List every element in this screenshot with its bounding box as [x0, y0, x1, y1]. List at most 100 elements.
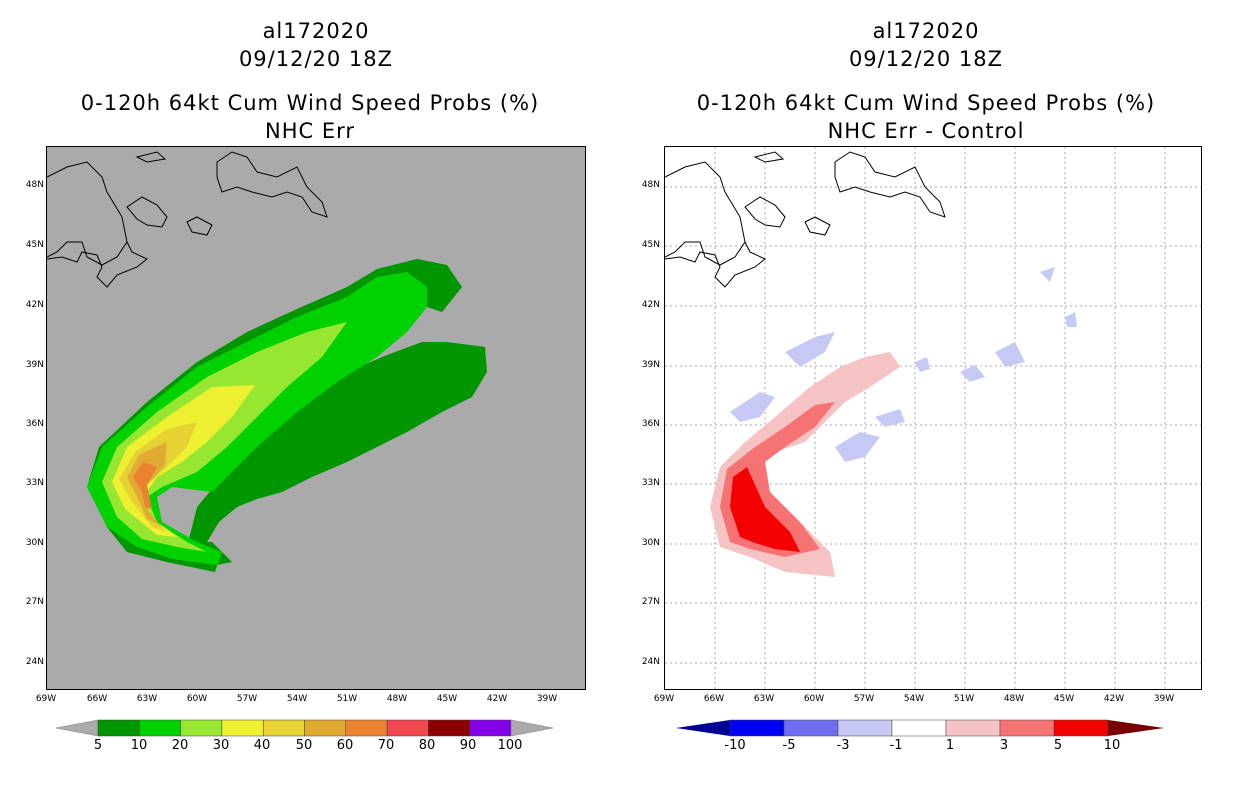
left-colorbar-label: 40 — [253, 738, 271, 753]
left-map-canvas — [47, 151, 487, 572]
right-colorbar-label: 10 — [1103, 738, 1121, 753]
right-colorbar-over-triangle — [1108, 720, 1164, 736]
right-colorbar-label: -3 — [836, 738, 850, 753]
right-colorbar-label: 1 — [945, 738, 955, 753]
right-lat-label: 24N — [641, 657, 660, 667]
right-lon-label: 69W — [653, 694, 675, 704]
right-lat-label: 30N — [641, 538, 660, 548]
diff-neg-regions — [730, 267, 1077, 462]
right-lat-label: 36N — [641, 419, 660, 429]
left-colorbar-label: 30 — [212, 738, 230, 753]
right-colorbar — [676, 719, 1164, 737]
right-lon-label: 63W — [753, 694, 775, 704]
left-lon-label: 54W — [286, 694, 308, 704]
left-lon-label: 57W — [236, 694, 258, 704]
left-colorbar-swatch — [139, 719, 181, 737]
right-colorbar-swatch — [1053, 719, 1109, 737]
left-storm-id: al172020 — [262, 19, 370, 43]
left-colorbar-label: 5 — [93, 738, 103, 753]
right-map — [664, 146, 1202, 690]
prob-30-region — [112, 385, 255, 537]
left-colorbar-label: 100 — [497, 738, 523, 753]
prob-20-region — [102, 322, 347, 552]
right-colorbar-label: 5 — [1053, 738, 1063, 753]
left-product-title: 0-120h 64kt Cum Wind Speed Probs (%) — [80, 91, 540, 115]
left-colorbar-label: 90 — [459, 738, 477, 753]
right-lon-label: 48W — [1003, 694, 1025, 704]
prob-40-region — [119, 422, 197, 532]
right-colorbar-swatch — [945, 719, 1001, 737]
right-lat-label: 27N — [641, 597, 660, 607]
left-subtitle: NHC Err — [264, 119, 355, 143]
right-lat-label: 39N — [641, 360, 660, 370]
left-lat-label: 45N — [25, 240, 44, 250]
left-colorbar-swatch — [386, 719, 429, 737]
left-lon-label: 45W — [436, 694, 458, 704]
right-colorbar-swatch — [891, 719, 947, 737]
right-lat-label: 45N — [641, 240, 660, 250]
left-colorbar-swatch — [345, 719, 388, 737]
right-colorbar-swatch — [729, 719, 785, 737]
right-lon-label: 42W — [1103, 694, 1125, 704]
right-lon-label: 51W — [953, 694, 975, 704]
left-lat-label: 30N — [25, 538, 44, 548]
right-colorbar-label: -5 — [782, 738, 796, 753]
left-colorbar — [56, 719, 554, 737]
left-colorbar-label: 50 — [295, 738, 313, 753]
right-lon-label: 60W — [803, 694, 825, 704]
right-lat-label: 48N — [641, 180, 660, 190]
left-lon-label: 48W — [386, 694, 408, 704]
left-colorbar-swatch — [221, 719, 264, 737]
right-subtitle: NHC Err - Control — [827, 119, 1025, 143]
left-lat-label: 27N — [25, 597, 44, 607]
right-lon-label: 54W — [903, 694, 925, 704]
right-lat-label: 42N — [641, 300, 660, 310]
right-lon-label: 45W — [1053, 694, 1075, 704]
left-lon-label: 66W — [86, 694, 108, 704]
left-colorbar-swatch — [469, 719, 512, 737]
left-lat-label: 39N — [25, 360, 44, 370]
right-colorbar-label: -10 — [724, 738, 746, 753]
left-lon-label: 42W — [486, 694, 508, 704]
left-colorbar-label: 70 — [377, 738, 395, 753]
right-colorbar-swatch — [837, 719, 893, 737]
grid-lines — [665, 147, 1201, 689]
left-colorbar-swatch — [304, 719, 347, 737]
right-datetime: 09/12/20 18Z — [848, 47, 1004, 71]
right-colorbar-label: 3 — [999, 738, 1009, 753]
left-lon-label: 51W — [336, 694, 358, 704]
prob-60-region — [133, 462, 157, 509]
left-colorbar-swatch — [97, 719, 140, 737]
right-map-canvas — [665, 147, 1201, 689]
right-product-title: 0-120h 64kt Cum Wind Speed Probs (%) — [696, 91, 1156, 115]
left-lon-label: 39W — [536, 694, 558, 704]
left-datetime: 09/12/20 18Z — [238, 47, 394, 71]
left-lon-label: 60W — [186, 694, 208, 704]
left-lat-label: 42N — [25, 300, 44, 310]
right-lon-label: 66W — [703, 694, 725, 704]
left-map — [46, 146, 586, 690]
left-lat-label: 33N — [25, 478, 44, 488]
coastline — [665, 151, 946, 288]
right-storm-id: al172020 — [872, 19, 980, 43]
left-colorbar-label: 10 — [130, 738, 148, 753]
left-lat-label: 24N — [25, 657, 44, 667]
right-lat-label: 33N — [641, 478, 660, 488]
left-colorbar-over-triangle — [510, 719, 554, 737]
prob-5-outer — [87, 272, 427, 572]
right-colorbar-swatch — [999, 719, 1055, 737]
left-colorbar-label: 80 — [418, 738, 436, 753]
right-colorbar-swatch — [783, 719, 839, 737]
prob-5-region — [187, 342, 487, 567]
left-colorbar-swatch — [428, 719, 470, 737]
left-colorbar-swatch — [262, 719, 305, 737]
left-lat-label: 36N — [25, 419, 44, 429]
right-colorbar-label: -1 — [889, 738, 903, 753]
right-lon-label: 57W — [853, 694, 875, 704]
diff-5-10-region — [730, 467, 800, 552]
left-lon-label: 69W — [35, 694, 57, 704]
left-lon-label: 63W — [136, 694, 158, 704]
left-colorbar-label: 20 — [171, 738, 189, 753]
left-colorbar-swatch — [180, 719, 223, 737]
right-colorbar-under-triangle — [676, 720, 730, 736]
